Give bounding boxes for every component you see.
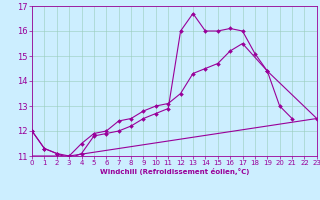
X-axis label: Windchill (Refroidissement éolien,°C): Windchill (Refroidissement éolien,°C) — [100, 168, 249, 175]
